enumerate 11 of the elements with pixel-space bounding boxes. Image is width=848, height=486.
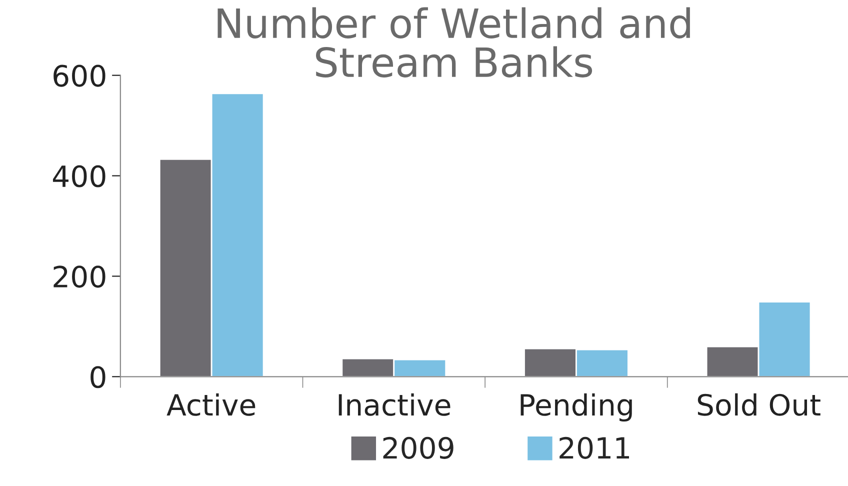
chart-title: Number of Wetland and Stream Banks [218,7,690,78]
legend-label: 2009 [383,436,454,459]
x-tick-label: Pending [520,393,632,422]
y-tick-label: 200 [54,266,106,288]
legend-label: 2011 [560,436,629,459]
y-tick-label: 600 [54,64,106,87]
y-tick-label: 0 [90,366,106,388]
x-tick-label: Inactive [338,393,450,416]
y-tick-label: 400 [52,165,106,188]
x-tick-label: Active [166,393,256,416]
x-tick-label: Sold Out [698,393,820,416]
